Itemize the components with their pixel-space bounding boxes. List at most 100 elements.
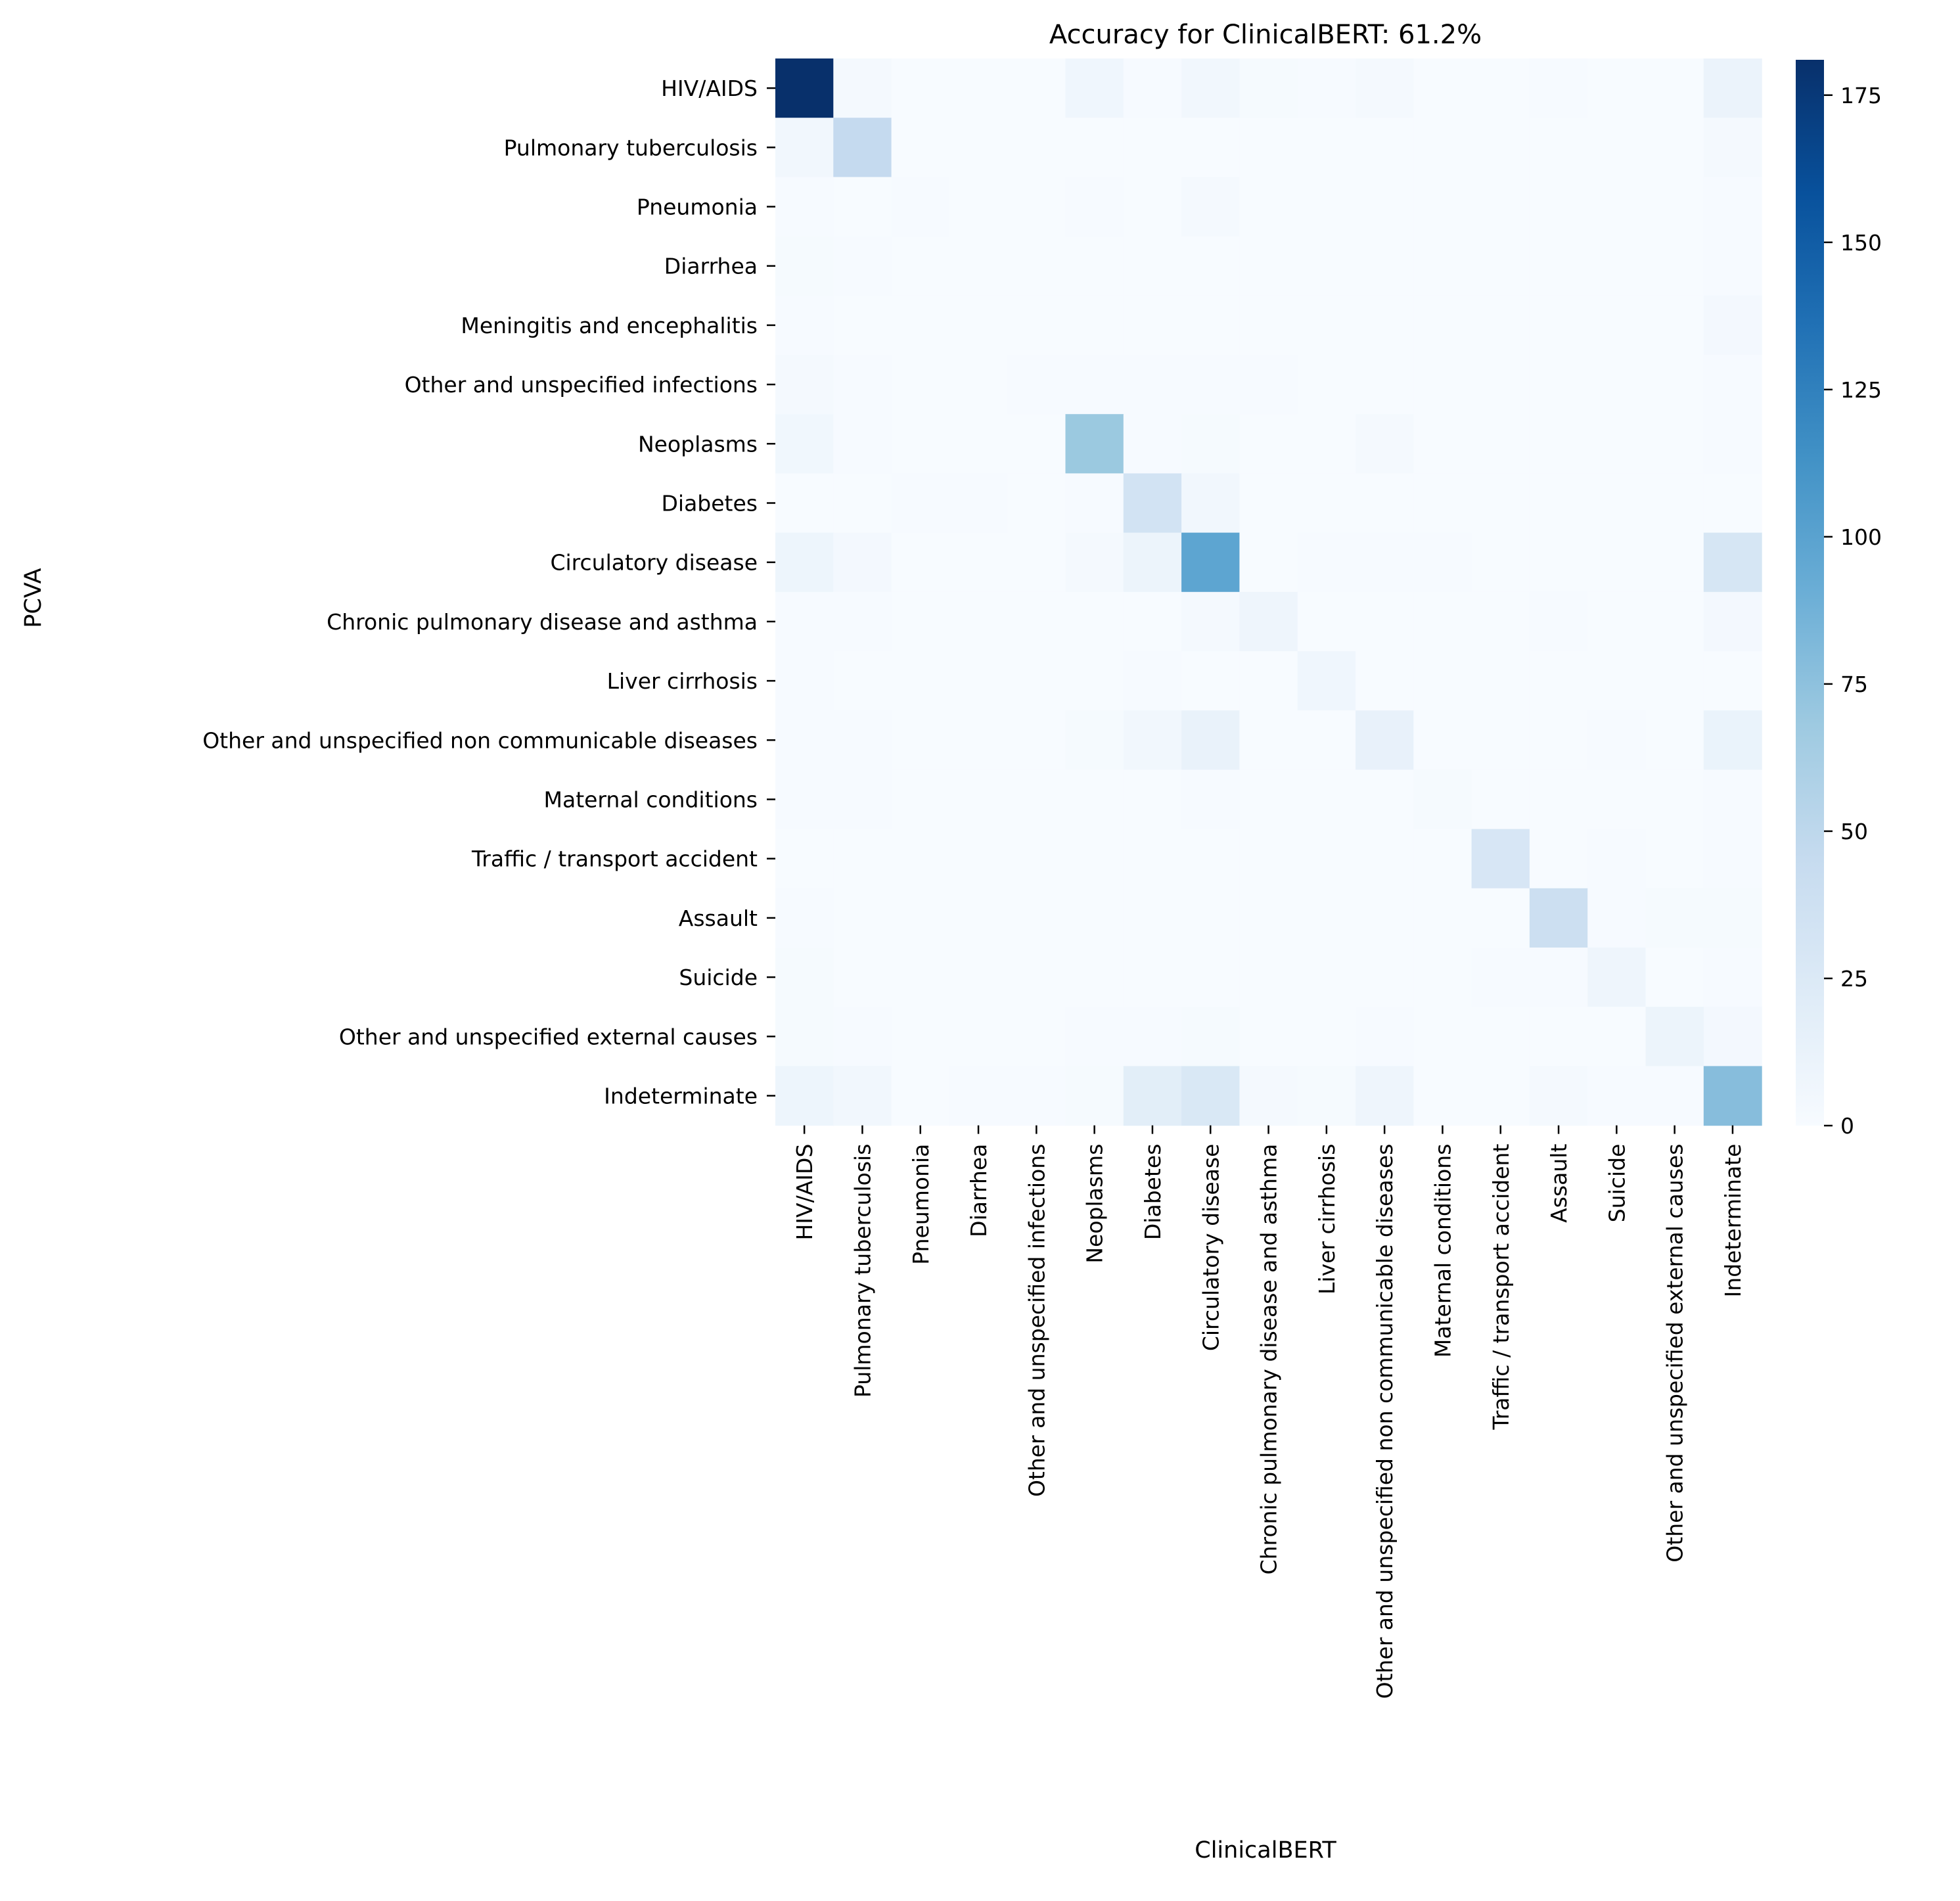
x-tick-label: Assault (1546, 1144, 1572, 1223)
x-tick-label: Chronic pulmonary disease and asthma (1256, 1144, 1282, 1575)
heatmap-cell (1356, 236, 1414, 296)
heatmap-cell (1181, 591, 1240, 652)
heatmap-cell (1239, 769, 1298, 830)
colorbar-tick-label: 0 (1840, 1113, 1854, 1139)
heatmap-cell (1529, 236, 1588, 296)
heatmap-cell (1065, 888, 1124, 948)
heatmap-cell (1065, 710, 1124, 770)
heatmap-cell (1181, 473, 1240, 534)
heatmap-cell (949, 355, 1008, 415)
heatmap-cell (833, 58, 892, 118)
heatmap-cell (833, 532, 892, 593)
heatmap-cell (1529, 710, 1588, 770)
heatmap-cell (1065, 829, 1124, 889)
heatmap-cell (1587, 532, 1647, 593)
heatmap-cell (1297, 710, 1356, 770)
heatmap-cell (775, 769, 834, 830)
heatmap-cell (1703, 177, 1762, 237)
colorbar-tick-label: 175 (1840, 83, 1882, 108)
heatmap-cell (1356, 532, 1414, 593)
heatmap-cell (949, 769, 1008, 830)
heatmap-cell (775, 118, 834, 177)
heatmap-cell (1645, 948, 1704, 1007)
heatmap-cell (1413, 888, 1472, 948)
y-tick-label: Assault (679, 905, 758, 931)
heatmap-cell (1123, 710, 1182, 770)
heatmap-cell (1239, 948, 1298, 1007)
heatmap-cell (1645, 355, 1704, 415)
heatmap-cell (1413, 177, 1472, 237)
heatmap-cell (1007, 651, 1066, 711)
heatmap-cell (1239, 651, 1298, 711)
heatmap-cell (1413, 651, 1472, 711)
heatmap-cell (1123, 532, 1182, 593)
heatmap-cell (1123, 295, 1182, 355)
x-axis-label: ClinicalBERT (1195, 1837, 1336, 1864)
heatmap-cell (1007, 948, 1066, 1007)
heatmap-cell (1123, 177, 1182, 237)
heatmap-cell (1065, 58, 1124, 118)
y-tick-label: Traffic / transport accident (471, 846, 758, 872)
heatmap-cell (1007, 532, 1066, 593)
heatmap-cell (891, 473, 950, 534)
heatmap-cell (833, 177, 892, 237)
heatmap-cells (775, 58, 1762, 1126)
heatmap-cell (949, 829, 1008, 889)
heatmap-cell (833, 118, 892, 177)
heatmap-cell (1413, 769, 1472, 830)
y-tick-label: Indeterminate (604, 1084, 758, 1109)
x-tick-label: Traffic / transport accident (1488, 1144, 1514, 1431)
heatmap-cell (833, 473, 892, 534)
heatmap-cell (1587, 1066, 1647, 1126)
heatmap-cell (1529, 473, 1588, 534)
heatmap-cell (1123, 1066, 1182, 1126)
heatmap-cell (1181, 236, 1240, 296)
heatmap-cell (1529, 651, 1588, 711)
heatmap-cell (1356, 58, 1414, 118)
heatmap-cell (1239, 414, 1298, 474)
y-tick-label: HIV/AIDS (661, 76, 758, 101)
heatmap-cell (1239, 236, 1298, 296)
heatmap-cell (1007, 829, 1066, 889)
heatmap-cell (1703, 236, 1762, 296)
heatmap-cell (775, 355, 834, 415)
heatmap-cell (1529, 58, 1588, 118)
heatmap-cell (1065, 177, 1124, 237)
heatmap-cell (1413, 1007, 1472, 1066)
x-tick-label: Other and unspecified infections (1024, 1144, 1049, 1497)
colorbar-gradient (1796, 60, 1824, 1126)
heatmap-cell (1587, 948, 1647, 1007)
heatmap-cell (1645, 473, 1704, 534)
heatmap-cell (1123, 948, 1182, 1007)
heatmap-cell (1356, 769, 1414, 830)
heatmap-cell (1007, 295, 1066, 355)
y-tick-label: Pulmonary tuberculosis (504, 135, 758, 160)
heatmap-cell (1529, 1007, 1588, 1066)
heatmap-cell (1587, 769, 1647, 830)
heatmap-cell (1587, 355, 1647, 415)
heatmap-cell (891, 829, 950, 889)
y-tick-label: Maternal conditions (544, 787, 758, 813)
heatmap-cell (1181, 355, 1240, 415)
heatmap-cell (1065, 118, 1124, 177)
heatmap-cell (1181, 532, 1240, 593)
heatmap-cell (833, 829, 892, 889)
heatmap-cell (1297, 829, 1356, 889)
y-tick-label: Suicide (679, 965, 758, 990)
x-tick-label: HIV/AIDS (792, 1144, 817, 1241)
heatmap-cell (1587, 414, 1647, 474)
heatmap-cell (1703, 888, 1762, 948)
heatmap-cell (891, 58, 950, 118)
heatmap-cell (1007, 58, 1066, 118)
colorbar-tick-label: 125 (1840, 377, 1882, 403)
heatmap-cell (1471, 118, 1530, 177)
heatmap-cell (1065, 473, 1124, 534)
heatmap-cell (1645, 888, 1704, 948)
heatmap-cell (1703, 829, 1762, 889)
heatmap-cell (775, 1066, 834, 1126)
heatmap-cell (891, 1007, 950, 1066)
heatmap-cell (1413, 236, 1472, 296)
heatmap-cell (833, 591, 892, 652)
heatmap-cell (949, 1007, 1008, 1066)
heatmap-cell (891, 651, 950, 711)
